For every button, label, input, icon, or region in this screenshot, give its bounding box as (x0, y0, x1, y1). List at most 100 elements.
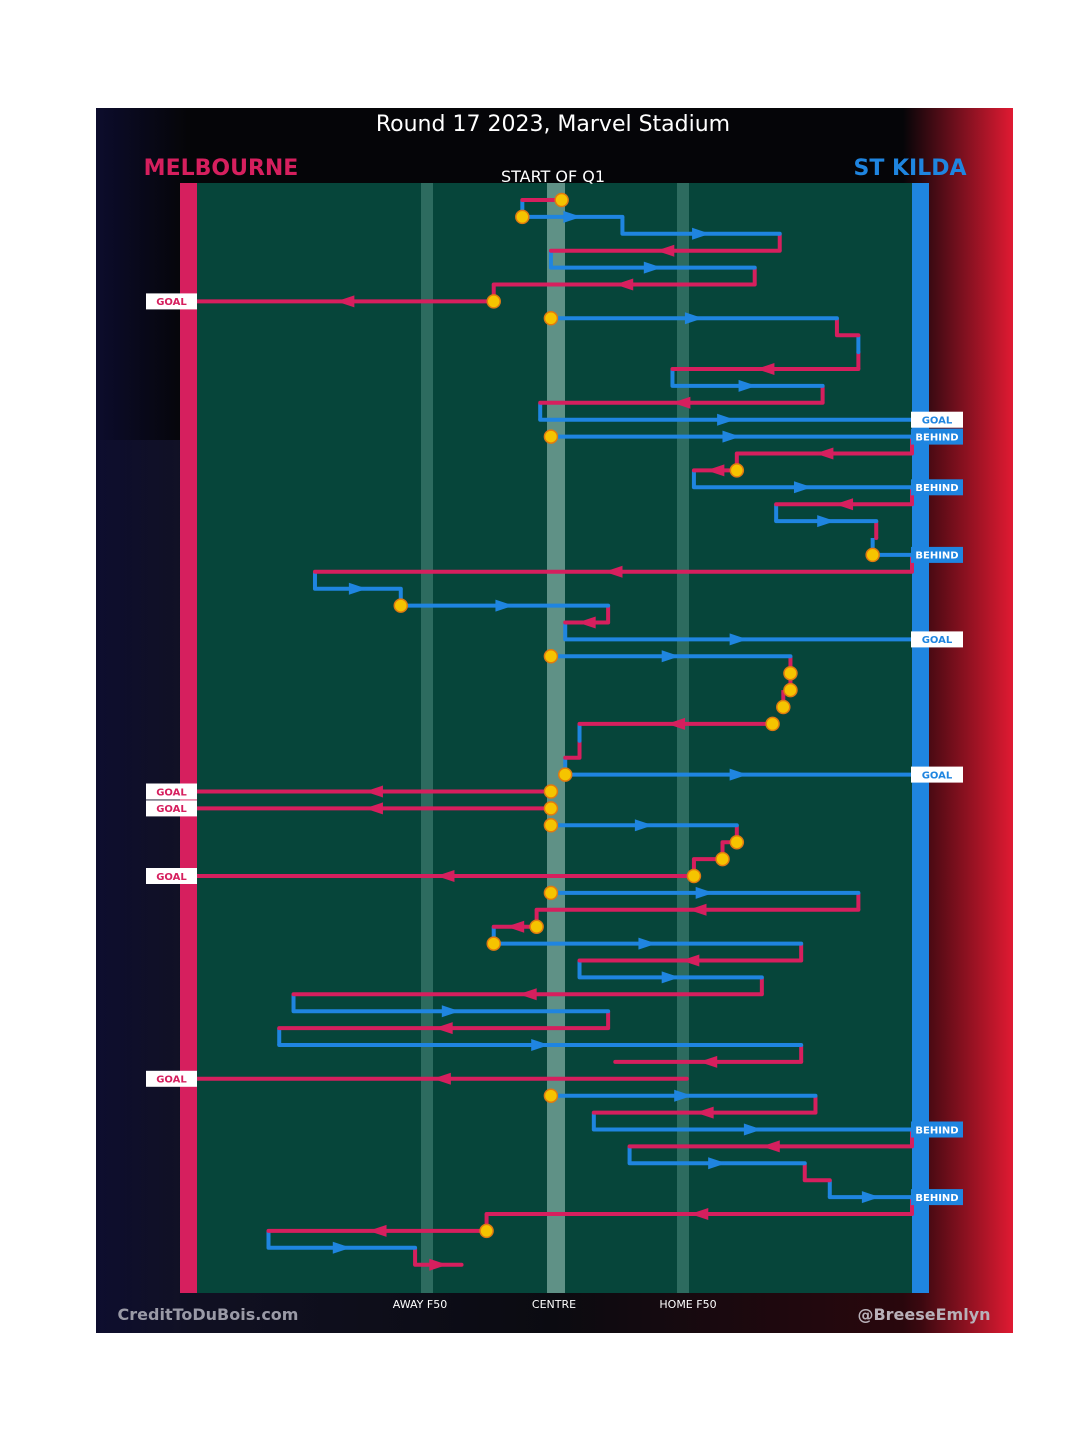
chain-arrow (695, 1106, 714, 1119)
chain-arrow (861, 1191, 880, 1204)
ball-up-marker (479, 1223, 494, 1239)
x-label-home-f50: HOME F50 (659, 1298, 716, 1311)
chain-arrow (722, 430, 741, 443)
chain-arrow (815, 447, 834, 460)
chain-arrow (656, 244, 675, 257)
result-label: BEHIND (915, 1193, 958, 1204)
chain-arrow (563, 210, 582, 223)
chain-arrow (690, 1208, 709, 1220)
chain-arrow (692, 227, 711, 240)
result-label: GOAL (156, 297, 187, 308)
home-f50-band (677, 183, 689, 1293)
result-badge (146, 1070, 197, 1087)
chart-subtitle: START OF Q1 (501, 167, 605, 186)
chain-arrow (368, 1224, 387, 1237)
ball-up-marker (543, 885, 559, 901)
ball-up-marker (486, 936, 501, 951)
ball-up-marker (729, 463, 745, 478)
melbourne-goal-line (180, 183, 197, 1293)
chart-title: Round 17 2023, Marvel Stadium (376, 112, 730, 137)
chain-arrow (695, 886, 714, 899)
ball-up-marker (543, 1088, 559, 1103)
ball-up-marker (865, 547, 880, 563)
chain-arrow (638, 937, 657, 950)
ball-up-marker (783, 665, 798, 681)
result-label: GOAL (922, 635, 953, 646)
result-badge (911, 1121, 963, 1138)
centre-band (547, 183, 565, 1293)
chain-arrow (518, 988, 537, 1001)
ball-up-marker (765, 716, 780, 732)
chain-arrow (688, 903, 707, 916)
chain-arrow (708, 1157, 727, 1170)
chain-arrow (332, 1241, 351, 1254)
chain-arrow (577, 616, 596, 629)
ball-up-marker (543, 649, 559, 664)
chain-arrow (681, 954, 700, 967)
result-label: GOAL (156, 804, 187, 815)
chain-arrow (817, 515, 836, 528)
chain-arrow (672, 396, 691, 409)
chain-arrow (634, 819, 653, 832)
chart-text: Round 17 2023, Marvel Stadium START OF Q… (118, 112, 991, 1324)
result-badge (146, 783, 197, 800)
ball-up-marker (543, 429, 559, 444)
credit-left: CreditToDuBois.com (118, 1305, 299, 1324)
chain-arrow (706, 464, 725, 477)
result-label: GOAL (922, 416, 953, 427)
ball-up-marker (393, 598, 409, 613)
chain-arrow (667, 717, 686, 730)
chain-arrow (429, 1258, 448, 1271)
ball-up-marker (557, 767, 573, 782)
chain-arrow (835, 498, 854, 511)
result-label: BEHIND (915, 551, 958, 562)
chain-arrow (506, 920, 525, 933)
ball-up-marker (543, 784, 559, 799)
team-left-label: MELBOURNE (144, 156, 299, 181)
chain-arrow (643, 261, 662, 274)
chain-arrow (738, 379, 757, 392)
chain-arrow (441, 1005, 460, 1018)
ball-up-marker (776, 699, 791, 715)
ball-up-marker (783, 682, 798, 698)
chain-arrow (615, 278, 634, 291)
result-badge (911, 546, 963, 563)
chain-arrow (761, 1140, 780, 1153)
stkilda-goal-line (912, 183, 929, 1293)
ball-up-marker (715, 851, 730, 867)
ball-up-marker (515, 209, 530, 225)
ball-up-marker (686, 868, 702, 884)
away-f50-band (421, 183, 433, 1293)
result-markers: GOAL GOAL BEHIND BEHIND BEHIND GOAL GOAL GOAL GO… (146, 192, 963, 1239)
ball-up-marker (729, 834, 745, 850)
chain-arrow (684, 312, 703, 325)
result-label: GOAL (156, 787, 187, 798)
result-badge (146, 800, 197, 817)
chain-arrow (674, 1089, 693, 1102)
x-label-away-f50: AWAY F50 (393, 1298, 447, 1311)
chain-arrow (729, 633, 748, 646)
chain-arrow (348, 582, 367, 595)
team-right-label: ST KILDA (853, 156, 966, 181)
result-badge (911, 1189, 963, 1206)
chain-arrow (364, 785, 383, 798)
ball-up-marker (543, 801, 559, 816)
chain-arrow (729, 768, 748, 781)
x-label-centre: CENTRE (532, 1298, 576, 1311)
chain-arrow (531, 1039, 550, 1051)
chain-arrow (717, 413, 736, 426)
credit-right: @BreeseEmlyn (857, 1305, 990, 1324)
ball-up-marker (543, 311, 559, 326)
result-badge (146, 293, 197, 310)
result-label: BEHIND (915, 1125, 958, 1136)
chain-arrow (432, 1072, 451, 1085)
chain-arrow (436, 870, 455, 882)
result-label: GOAL (156, 872, 187, 883)
chain-arrow (434, 1022, 453, 1035)
background (96, 108, 1013, 1333)
result-badge (146, 868, 197, 884)
chain-arrow (699, 1055, 718, 1068)
result-badge (911, 428, 963, 445)
ball-up-marker (543, 818, 559, 833)
